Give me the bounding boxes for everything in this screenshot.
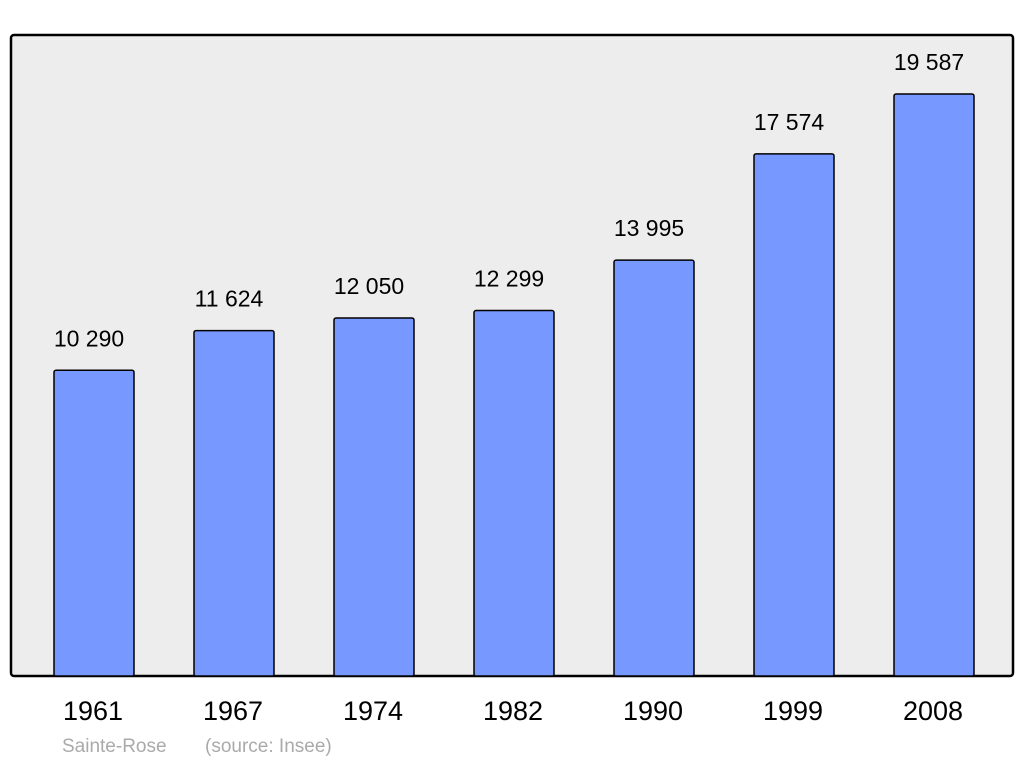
x-tick-label: 1961	[63, 696, 123, 726]
value-label: 13 995	[614, 215, 684, 241]
bar	[473, 309, 555, 677]
x-tick-label: 1990	[623, 696, 683, 726]
value-label: 17 574	[754, 109, 825, 135]
bar	[893, 93, 975, 677]
value-label: 12 299	[474, 266, 544, 292]
x-tick-label: 1967	[203, 696, 263, 726]
caption: Sainte-Rose	[62, 736, 167, 757]
bar	[193, 329, 275, 677]
x-tick-label: 1982	[483, 696, 543, 726]
bar	[53, 369, 135, 677]
source: (source: Insee)	[205, 736, 332, 757]
value-label: 10 290	[54, 325, 124, 351]
bar	[333, 317, 415, 677]
x-tick-label: 1999	[763, 696, 823, 726]
value-label: 12 050	[334, 273, 404, 299]
value-label: 19 587	[894, 49, 964, 75]
bar	[613, 259, 695, 677]
x-tick-label: 1974	[343, 696, 403, 726]
bar	[753, 153, 835, 677]
value-label: 11 624	[195, 286, 264, 312]
x-tick-label: 2008	[903, 696, 963, 726]
